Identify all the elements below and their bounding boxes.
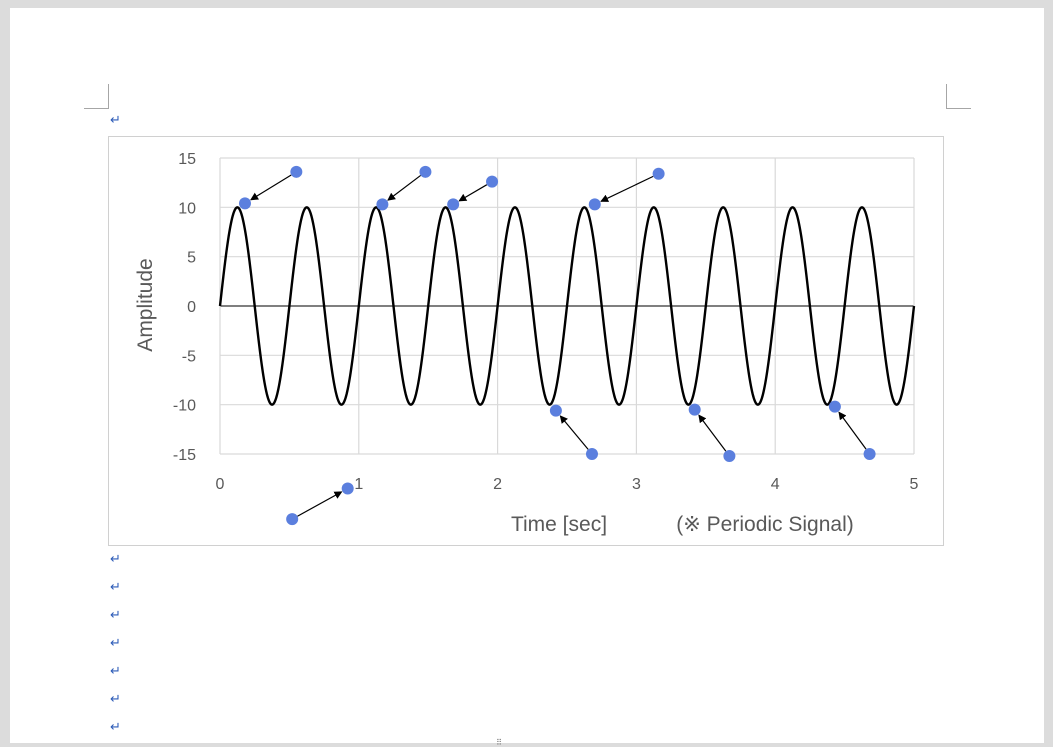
paragraph-mark: ↵: [110, 692, 121, 707]
callout-arrow: [250, 174, 292, 201]
paragraph-mark: ↵: [110, 720, 121, 735]
chart-svg: 15 10 5 0 -5 -10 -15 0 1 2 3 4 5 Amplitude Time [se…: [134, 151, 919, 536]
callout-start-marker[interactable]: [652, 167, 665, 180]
x-tick-label: 1: [354, 476, 363, 493]
y-tick-label: 15: [178, 151, 196, 168]
x-axis-title: Time [sec]: [511, 513, 607, 536]
callout-end-marker[interactable]: [688, 403, 701, 416]
callout-start-marker[interactable]: [863, 448, 876, 460]
callout-arrow: [838, 411, 867, 450]
x-tick-label: 0: [216, 476, 225, 493]
x-tick-label: 4: [771, 476, 780, 493]
signal-line: [218, 206, 916, 406]
y-tick-label: 0: [187, 299, 196, 316]
callout-end-marker[interactable]: [376, 198, 389, 211]
callout-start-marker[interactable]: [290, 165, 303, 178]
y-axis-title: Amplitude: [134, 258, 157, 351]
periodic-signal-annotation: (※ Periodic Signal): [676, 513, 854, 536]
callout[interactable]: [447, 175, 499, 211]
callout-start-marker[interactable]: [723, 449, 736, 462]
callout[interactable]: [238, 165, 303, 210]
callout-start-marker[interactable]: [486, 175, 499, 188]
callout[interactable]: [376, 165, 432, 211]
callout-end-marker[interactable]: [238, 197, 251, 210]
y-tick-label: 10: [178, 200, 196, 217]
callout-end-marker[interactable]: [828, 400, 841, 413]
x-tick-label: 5: [910, 476, 919, 493]
y-tick-label: -15: [173, 447, 196, 464]
callout[interactable]: [688, 403, 736, 462]
callout-start-marker[interactable]: [419, 165, 432, 178]
paragraph-mark: ↵: [110, 552, 121, 567]
y-tick-labels: 15 10 5 0 -5 -10 -15: [173, 151, 196, 464]
callout-arrow: [559, 415, 589, 450]
callout[interactable]: [588, 167, 665, 211]
x-tick-label: 3: [632, 476, 641, 493]
paragraph-mark: ↵: [110, 664, 121, 679]
x-tick-label: 2: [493, 476, 502, 493]
y-tick-label: -5: [182, 348, 196, 365]
callout-start-marker[interactable]: [286, 513, 299, 526]
callout-end-marker[interactable]: [341, 482, 354, 495]
paragraph-mark: ↵: [110, 608, 121, 623]
resize-handle[interactable]: ⠿: [496, 738, 502, 747]
paragraph-mark: ↵: [110, 113, 121, 128]
callout[interactable]: [286, 482, 354, 526]
callout-markers: [238, 165, 876, 526]
y-tick-label: 5: [187, 250, 196, 267]
paragraph-mark: ↵: [110, 580, 121, 595]
paragraph-mark: ↵: [110, 636, 121, 651]
callout[interactable]: [828, 400, 876, 460]
callout[interactable]: [549, 404, 598, 460]
x-tick-labels: 0 1 2 3 4 5: [216, 476, 919, 493]
callout-arrow: [458, 184, 488, 202]
y-tick-label: -10: [173, 398, 196, 415]
chart-object[interactable]: 15 10 5 0 -5 -10 -15 0 1 2 3 4 5 Amplitude Time [se…: [108, 136, 944, 546]
crop-mark-right: [946, 84, 971, 109]
callout-arrow: [600, 175, 654, 202]
crop-mark-left: [84, 84, 109, 109]
callout-arrow: [387, 174, 422, 201]
callout-end-marker[interactable]: [549, 404, 562, 417]
callout-start-marker[interactable]: [585, 448, 598, 460]
callout-end-marker[interactable]: [588, 198, 601, 211]
callout-arrow: [698, 414, 727, 452]
document-page[interactable]: ↵ 15 10 5 0 -5 -10 -15 0 1 2 3 4 5 Amplitude Time […: [10, 8, 1044, 743]
callout-end-marker[interactable]: [447, 198, 460, 211]
callout-arrow: [297, 491, 343, 517]
